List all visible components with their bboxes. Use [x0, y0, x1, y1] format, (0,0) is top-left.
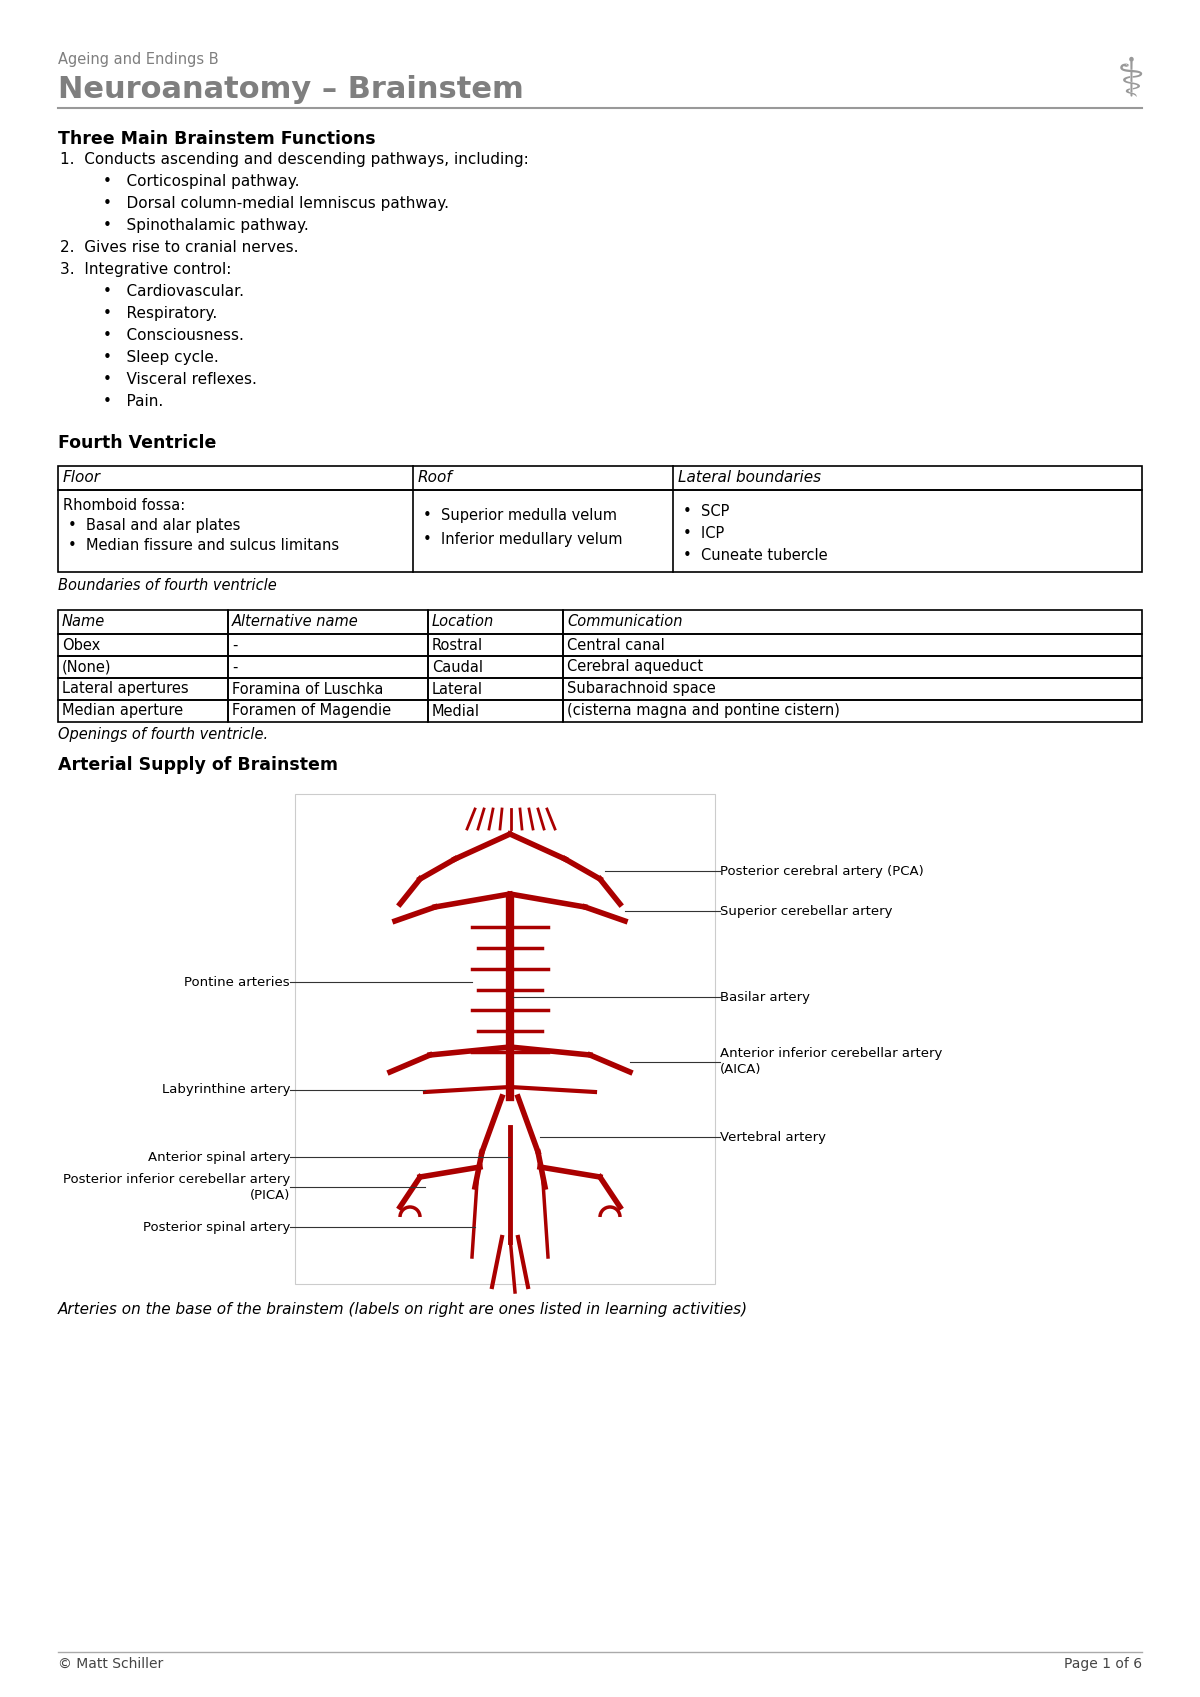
Text: (PICA): (PICA) — [250, 1188, 290, 1201]
Bar — [58, 679, 228, 699]
Bar — [58, 490, 1142, 572]
Bar — [428, 699, 563, 721]
Text: Median aperture: Median aperture — [62, 704, 184, 718]
Text: •  Basal and alar plates: • Basal and alar plates — [68, 518, 240, 533]
Text: Central canal: Central canal — [568, 638, 665, 653]
Text: •  Median fissure and sulcus limitans: • Median fissure and sulcus limitans — [68, 538, 340, 553]
Text: 2.  Gives rise to cranial nerves.: 2. Gives rise to cranial nerves. — [60, 239, 299, 255]
Bar — [58, 657, 228, 679]
Text: Floor: Floor — [64, 470, 101, 485]
Text: Posterior inferior cerebellar artery: Posterior inferior cerebellar artery — [62, 1173, 290, 1186]
Text: (AICA): (AICA) — [720, 1064, 762, 1076]
Text: Basilar artery: Basilar artery — [720, 991, 810, 1003]
Bar — [58, 635, 228, 657]
Text: Labyrinthine artery: Labyrinthine artery — [162, 1083, 290, 1096]
Bar — [58, 699, 228, 721]
Bar — [228, 635, 428, 657]
Bar — [563, 635, 1142, 657]
Text: •  Superior medulla velum: • Superior medulla velum — [424, 507, 617, 523]
Text: Arteries on the base of the brainstem (labels on right are ones listed in learni: Arteries on the base of the brainstem (l… — [58, 1302, 748, 1317]
Text: Roof: Roof — [418, 470, 452, 485]
Text: Rhomboid fossa:: Rhomboid fossa: — [64, 497, 185, 512]
Text: Page 1 of 6: Page 1 of 6 — [1064, 1656, 1142, 1672]
Text: Superior cerebellar artery: Superior cerebellar artery — [720, 905, 893, 918]
Text: Subarachnoid space: Subarachnoid space — [568, 682, 715, 696]
Text: Three Main Brainstem Functions: Three Main Brainstem Functions — [58, 131, 376, 148]
Bar — [428, 609, 563, 635]
Text: Anterior spinal artery: Anterior spinal artery — [148, 1151, 290, 1164]
Text: Fourth Ventricle: Fourth Ventricle — [58, 434, 216, 451]
Text: Obex: Obex — [62, 638, 101, 653]
Bar — [563, 609, 1142, 635]
Bar — [58, 609, 228, 635]
Bar — [428, 679, 563, 699]
Text: (None): (None) — [62, 660, 112, 674]
Text: Boundaries of fourth ventricle: Boundaries of fourth ventricle — [58, 579, 277, 592]
Bar — [228, 609, 428, 635]
Text: 1.  Conducts ascending and descending pathways, including:: 1. Conducts ascending and descending pat… — [60, 153, 529, 166]
Bar — [563, 679, 1142, 699]
Text: ⚕: ⚕ — [1116, 54, 1145, 105]
Text: Anterior inferior cerebellar artery: Anterior inferior cerebellar artery — [720, 1047, 942, 1061]
Text: Pontine arteries: Pontine arteries — [185, 976, 290, 988]
Text: •   Spinothalamic pathway.: • Spinothalamic pathway. — [103, 217, 308, 232]
Text: •  SCP: • SCP — [683, 504, 730, 519]
Bar — [228, 699, 428, 721]
Text: •   Sleep cycle.: • Sleep cycle. — [103, 350, 218, 365]
Text: •   Respiratory.: • Respiratory. — [103, 305, 217, 321]
Text: Posterior cerebral artery (PCA): Posterior cerebral artery (PCA) — [720, 864, 924, 877]
Text: •  Inferior medullary velum: • Inferior medullary velum — [424, 531, 623, 546]
Text: Rostral: Rostral — [432, 638, 484, 653]
Bar — [563, 699, 1142, 721]
Text: Arterial Supply of Brainstem: Arterial Supply of Brainstem — [58, 755, 338, 774]
Text: •   Cardiovascular.: • Cardiovascular. — [103, 283, 244, 299]
Text: Vertebral artery: Vertebral artery — [720, 1130, 826, 1144]
Text: © Matt Schiller: © Matt Schiller — [58, 1656, 163, 1672]
Text: •   Visceral reflexes.: • Visceral reflexes. — [103, 372, 257, 387]
Text: Caudal: Caudal — [432, 660, 482, 674]
Text: •   Corticospinal pathway.: • Corticospinal pathway. — [103, 175, 300, 188]
Text: Cerebral aqueduct: Cerebral aqueduct — [568, 660, 703, 674]
Text: •   Pain.: • Pain. — [103, 394, 163, 409]
Bar — [428, 635, 563, 657]
Text: Foramen of Magendie: Foramen of Magendie — [232, 704, 391, 718]
Text: Openings of fourth ventricle.: Openings of fourth ventricle. — [58, 726, 268, 742]
Text: •   Dorsal column-medial lemniscus pathway.: • Dorsal column-medial lemniscus pathway… — [103, 195, 449, 210]
Text: Ageing and Endings B: Ageing and Endings B — [58, 53, 218, 66]
Text: -: - — [232, 638, 238, 653]
Text: Alternative name: Alternative name — [232, 614, 359, 630]
Text: Name: Name — [62, 614, 106, 630]
Text: Neuroanatomy – Brainstem: Neuroanatomy – Brainstem — [58, 75, 523, 104]
Text: -: - — [232, 660, 238, 674]
Text: Posterior spinal artery: Posterior spinal artery — [143, 1220, 290, 1234]
Text: Communication: Communication — [568, 614, 683, 630]
Text: Location: Location — [432, 614, 494, 630]
Bar — [563, 657, 1142, 679]
Bar — [228, 679, 428, 699]
Text: •  ICP: • ICP — [683, 526, 725, 541]
Text: Medial: Medial — [432, 704, 480, 718]
Text: 3.  Integrative control:: 3. Integrative control: — [60, 261, 232, 277]
Text: •   Consciousness.: • Consciousness. — [103, 328, 244, 343]
Bar — [428, 657, 563, 679]
Bar — [58, 467, 1142, 490]
Bar — [295, 794, 715, 1285]
Text: Lateral: Lateral — [432, 682, 482, 696]
Text: Lateral boundaries: Lateral boundaries — [678, 470, 821, 485]
Text: Lateral apertures: Lateral apertures — [62, 682, 188, 696]
Text: (cisterna magna and pontine cistern): (cisterna magna and pontine cistern) — [568, 704, 840, 718]
Text: Foramina of Luschka: Foramina of Luschka — [232, 682, 383, 696]
Bar — [228, 657, 428, 679]
Text: •  Cuneate tubercle: • Cuneate tubercle — [683, 548, 828, 563]
